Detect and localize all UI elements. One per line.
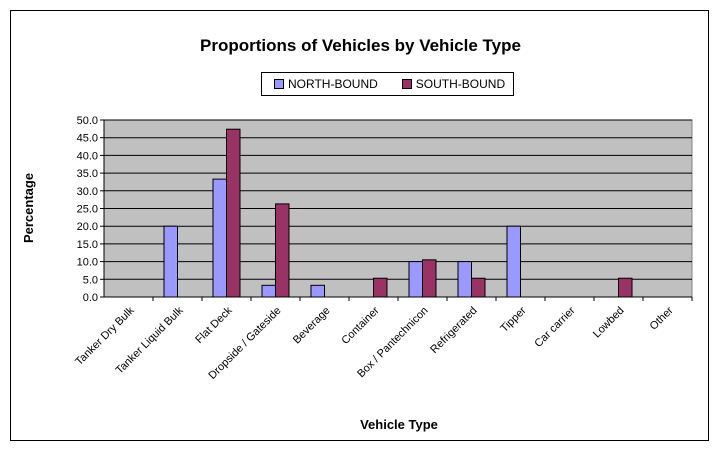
bar-south-bound xyxy=(373,277,388,298)
legend-item-south-bound: SOUTH-BOUND xyxy=(401,77,506,91)
bar-south-bound xyxy=(226,128,241,298)
y-tick-label: 45.0 xyxy=(77,133,98,145)
y-tick-label: 20.0 xyxy=(77,221,98,233)
y-tick-label: 10.0 xyxy=(77,257,98,269)
bar-north-bound xyxy=(408,261,423,298)
y-tick-label: 15.0 xyxy=(77,239,98,251)
x-tick-label: Beverage xyxy=(291,305,333,347)
legend: NORTH-BOUND SOUTH-BOUND xyxy=(261,72,514,96)
chart-title: Proportions of Vehicles by Vehicle Type xyxy=(200,36,521,55)
legend-item-north-bound: NORTH-BOUND xyxy=(274,77,378,91)
x-tick-label: Flat Deck xyxy=(193,304,235,346)
bar-south-bound xyxy=(422,259,437,298)
x-tick-label: Car carrier xyxy=(532,304,577,349)
legend-swatch-south-bound xyxy=(401,79,412,89)
y-tick-label: 30.0 xyxy=(77,186,98,198)
legend-swatch-north-bound xyxy=(274,79,284,89)
bar-north-bound xyxy=(457,261,472,298)
x-axis-label: Vehicle Type xyxy=(360,417,438,432)
x-tick-label: Refrigerated xyxy=(428,305,479,356)
bar-south-bound xyxy=(471,277,486,298)
x-tick-label: Other xyxy=(648,304,676,332)
y-tick-label: 25.0 xyxy=(77,204,98,216)
bar-north-bound xyxy=(261,284,276,298)
legend-label-north-bound: NORTH-BOUND xyxy=(288,77,378,91)
y-tick-label: 5.0 xyxy=(83,274,98,286)
bar-north-bound xyxy=(212,178,227,298)
x-tick-label: Lowbed xyxy=(591,305,627,341)
bar-south-bound xyxy=(275,203,290,298)
x-tick-label: Tipper xyxy=(498,304,528,334)
bar-south-bound xyxy=(618,277,633,298)
bar-north-bound xyxy=(506,225,521,298)
y-tick-label: 40.0 xyxy=(77,150,98,162)
x-tick-label: Container xyxy=(339,304,381,346)
bar-north-bound xyxy=(310,284,325,298)
y-tick-label: 50.0 xyxy=(77,115,98,127)
bar-north-bound xyxy=(163,225,178,298)
y-axis-label: Percentage xyxy=(21,173,36,243)
legend-label-south-bound: SOUTH-BOUND xyxy=(415,77,506,91)
y-tick-label: 0.0 xyxy=(83,292,98,304)
y-tick-label: 35.0 xyxy=(77,168,98,180)
